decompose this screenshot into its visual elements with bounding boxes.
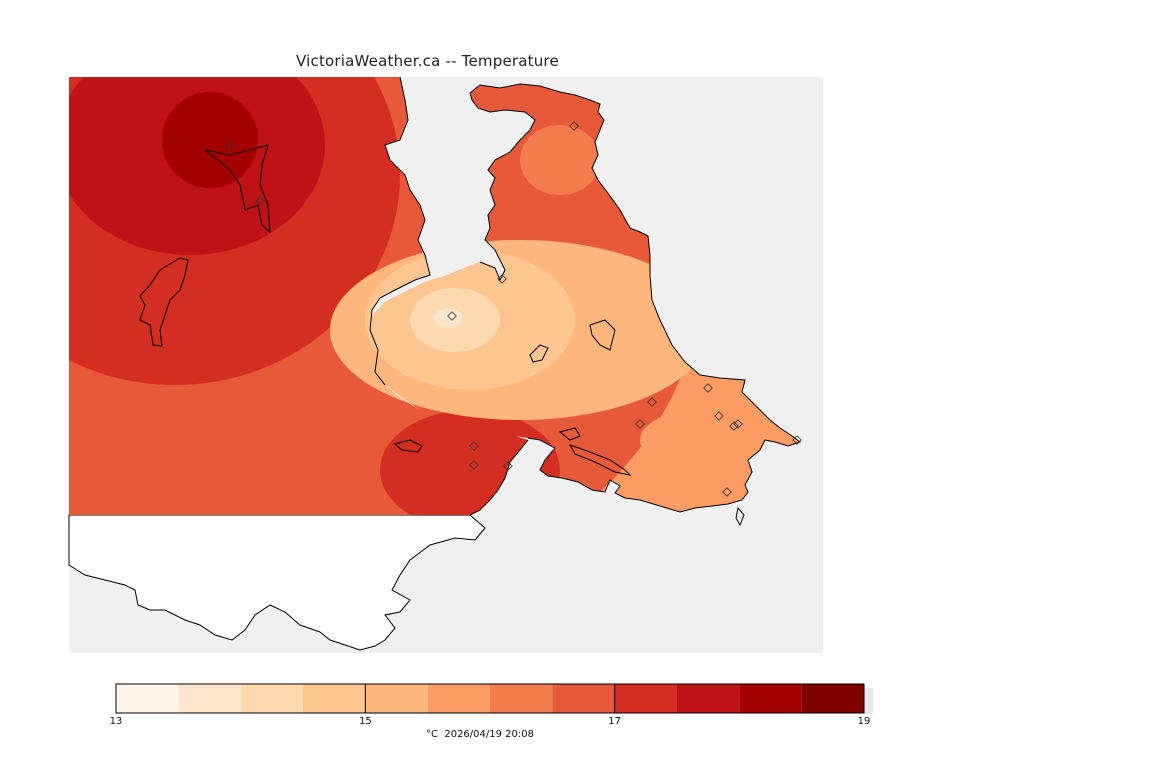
diamond-station-icon[interactable] bbox=[729, 421, 739, 431]
diamond-station-icon[interactable] bbox=[714, 411, 724, 421]
legend-swatch bbox=[801, 684, 864, 713]
uncovered-land bbox=[68, 514, 486, 651]
legend-tick-label: 17 bbox=[608, 716, 622, 727]
diamond-station-icon[interactable] bbox=[447, 311, 457, 321]
legend-tick-label: 15 bbox=[358, 716, 372, 727]
diamond-station-icon[interactable] bbox=[497, 274, 507, 284]
diamond-station-icon[interactable] bbox=[647, 397, 657, 407]
legend-swatch bbox=[303, 684, 366, 713]
diamond-station-icon[interactable] bbox=[635, 419, 645, 429]
diamond-station-icon[interactable] bbox=[503, 461, 513, 471]
diamond-station-icon[interactable] bbox=[569, 121, 579, 131]
diamond-station-icon[interactable] bbox=[733, 419, 743, 429]
diamond-station-icon[interactable] bbox=[225, 141, 235, 151]
legend-tick-label: 13 bbox=[109, 716, 123, 727]
legend-swatch bbox=[552, 684, 615, 713]
legend-swatch bbox=[365, 684, 428, 713]
legend-swatch bbox=[739, 684, 802, 713]
diamond-station-icon[interactable] bbox=[792, 435, 802, 445]
legend-swatch bbox=[677, 684, 740, 713]
legend-swatch bbox=[240, 684, 303, 713]
diamond-station-icon[interactable] bbox=[722, 487, 732, 497]
legend-colorbar bbox=[115, 684, 865, 713]
diamond-station-icon[interactable] bbox=[469, 460, 479, 470]
legend-swatch bbox=[178, 684, 241, 713]
weather-stations bbox=[225, 121, 802, 497]
legend-swatch bbox=[427, 684, 490, 713]
diamond-station-icon[interactable] bbox=[703, 383, 713, 393]
legend-tick-label: 19 bbox=[857, 716, 871, 727]
legend-shadow bbox=[864, 688, 873, 714]
legend-swatch bbox=[490, 684, 553, 713]
legend-swatch bbox=[614, 684, 677, 713]
diamond-station-icon[interactable] bbox=[469, 441, 479, 451]
diamond-station-icon[interactable] bbox=[255, 196, 265, 206]
coastlines bbox=[139, 76, 802, 527]
legend-swatch bbox=[116, 684, 179, 713]
legend-frame bbox=[115, 683, 865, 714]
legend-unit-label: °C 2026/04/19 20:08 bbox=[426, 729, 534, 740]
map-title: VictoriaWeather.ca -- Temperature bbox=[296, 52, 559, 70]
